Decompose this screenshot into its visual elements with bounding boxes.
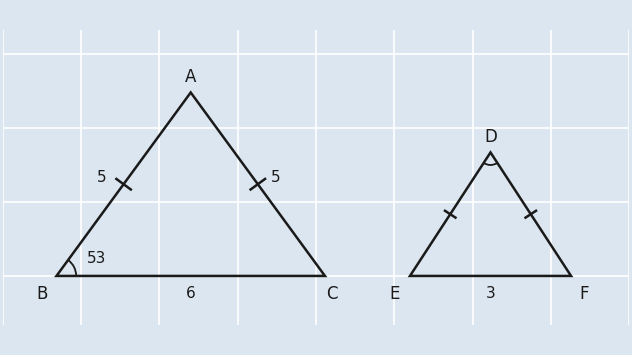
Text: E: E bbox=[389, 285, 400, 303]
Text: 3: 3 bbox=[485, 286, 495, 301]
Text: 6: 6 bbox=[186, 286, 195, 301]
Text: D: D bbox=[484, 128, 497, 146]
Text: C: C bbox=[326, 285, 338, 303]
Text: A: A bbox=[185, 68, 197, 86]
Text: F: F bbox=[580, 285, 589, 303]
Text: 5: 5 bbox=[271, 170, 281, 185]
Text: B: B bbox=[37, 285, 48, 303]
Text: 5: 5 bbox=[97, 170, 106, 185]
Text: 53: 53 bbox=[87, 251, 106, 266]
